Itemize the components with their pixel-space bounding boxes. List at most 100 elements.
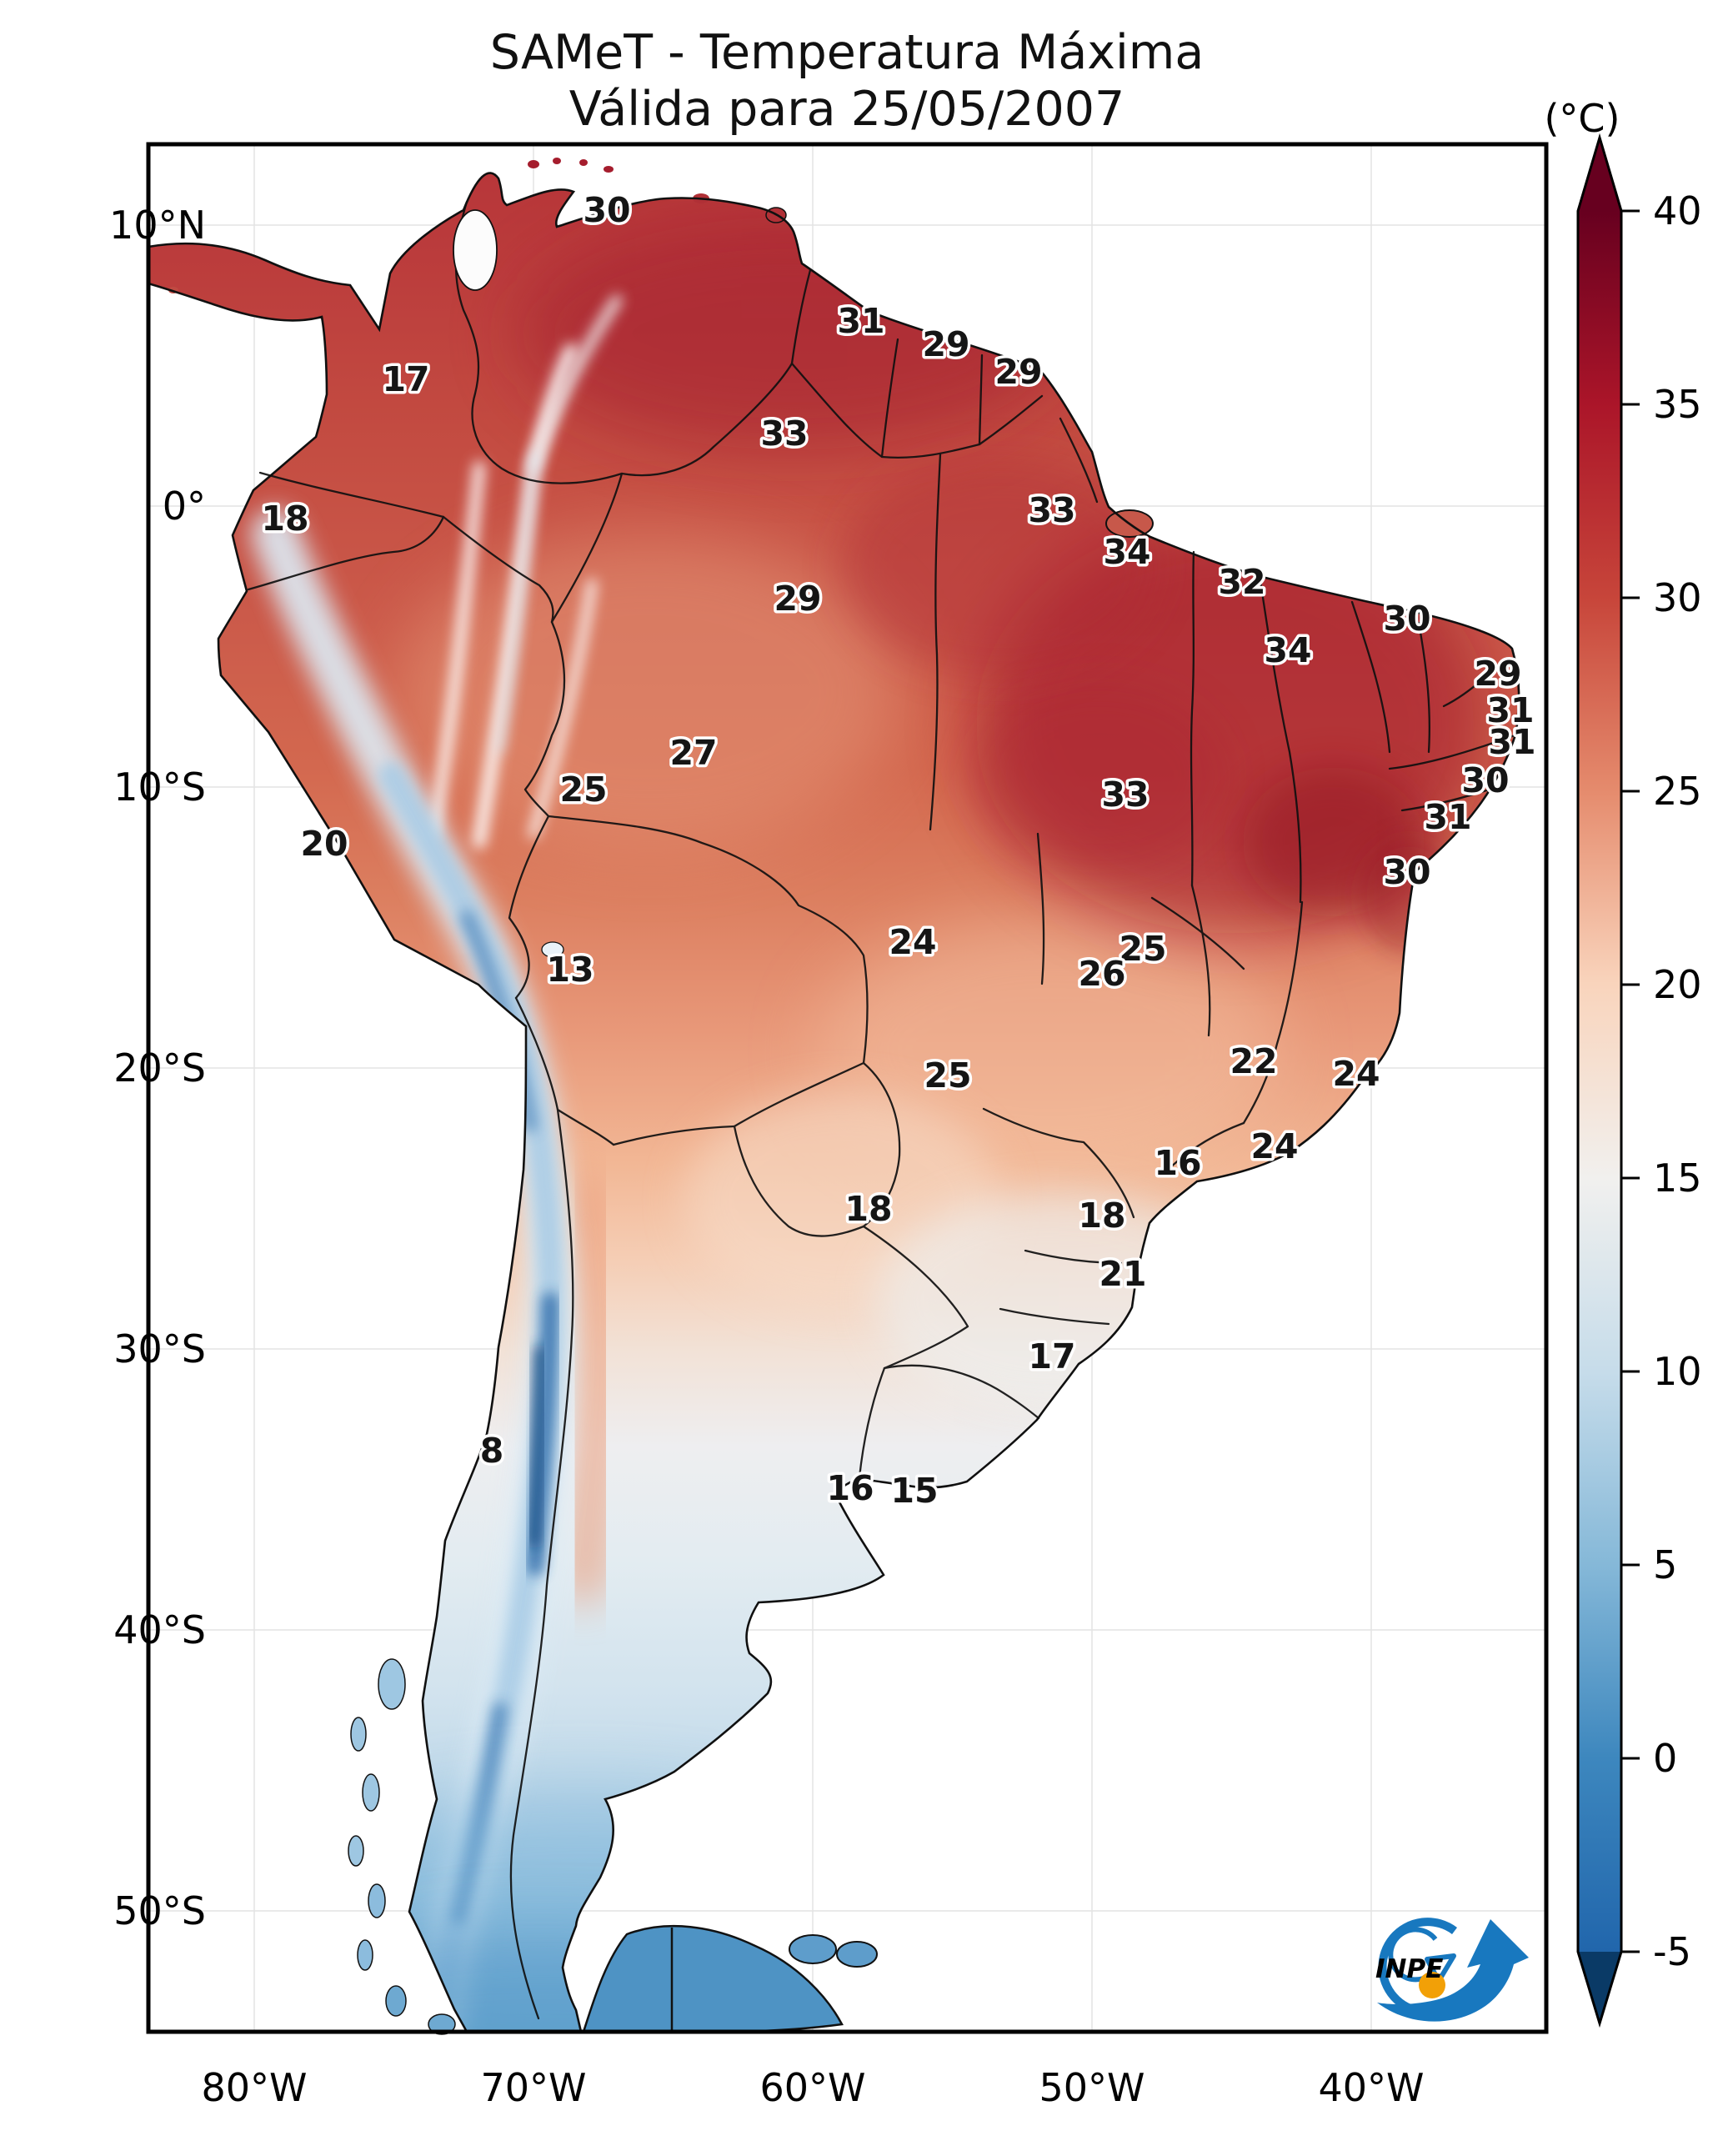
state-border-bahia-tocantins: [1190, 884, 1211, 1037]
temperature-label: 18: [1078, 1196, 1125, 1236]
tierra-del-fuego: [582, 1924, 844, 2033]
temperature-label: 15: [890, 1471, 938, 1511]
temperature-labels: 30 31 29 29 17 33 18 33 34 32 30 34 29 2…: [258, 188, 1539, 1514]
state-border-goias: [1150, 896, 1245, 970]
border-peru-brazil: [523, 620, 566, 818]
latitude-tick-label: 30°S: [113, 1326, 206, 1371]
longitude-axis: 80°W 70°W 60°W 50°W 40°W: [201, 2065, 1424, 2110]
fjord-island: [350, 1717, 367, 1752]
colorbar-tick-label: 15: [1653, 1156, 1702, 1201]
temperature-label: 33: [1028, 490, 1075, 530]
map-frame: [146, 142, 1549, 2034]
merida-andes-band: [528, 294, 623, 473]
colorbar-tick-label: 0: [1653, 1736, 1677, 1781]
colorbar-tick-label: 40: [1653, 188, 1702, 233]
longitude-tick-label: 40°W: [1318, 2065, 1424, 2110]
chiloe-island: [378, 1658, 406, 1710]
border-colombia-venezuela: [454, 200, 624, 484]
temperature-label: 17: [382, 359, 429, 399]
state-border-minas-saopaulo: [1163, 1121, 1245, 1175]
hot-tocantins: [975, 684, 1225, 867]
state-border-matogrosso: [1036, 832, 1045, 985]
temperature-label: 30: [583, 190, 630, 230]
temperature-label: 25: [559, 770, 607, 810]
fjord-island: [385, 1985, 407, 2017]
caribbean-island-speck: [579, 159, 588, 166]
figure-title-line2: Válida para 25/05/2007: [569, 82, 1125, 137]
border-bolivia-argentina: [612, 1125, 736, 1146]
temperature-label: 31: [1488, 722, 1535, 762]
state-border-maranhao-piaui: [1259, 579, 1302, 904]
border-paraguay-brazil: [862, 1061, 901, 1228]
colorbar-gradient-bar: [1578, 138, 1621, 1952]
temperature-label: 16: [1154, 1143, 1201, 1183]
temperature-label: 29: [774, 579, 821, 619]
fjord-island: [357, 1939, 373, 1971]
state-border-ceara-paraiba: [1417, 621, 1430, 754]
caribbean-island-speck: [604, 166, 614, 173]
border-bolivia-brazil: [547, 815, 869, 1065]
temperature-label: 30: [1383, 599, 1430, 639]
latitude-tick-label: 0°: [163, 484, 206, 529]
temperature-label: 22: [1230, 1041, 1277, 1081]
border-chile-argentina: [509, 1108, 574, 2020]
border-paraguay-argentina: [733, 1125, 865, 1237]
temperature-label: 30: [1461, 760, 1509, 800]
temperature-label: 24: [1332, 1054, 1380, 1094]
andes-coldest-core: [528, 1345, 546, 1548]
border-peru-bolivia: [508, 815, 550, 1000]
temperature-label: 24: [889, 922, 936, 962]
fjord-island: [368, 1883, 386, 1918]
state-border-parana-sc: [1024, 1249, 1123, 1265]
temperature-label: 18: [261, 499, 308, 539]
temperature-label: 31: [1424, 797, 1471, 837]
colorbar-tick-label: 5: [1653, 1542, 1677, 1587]
state-border-amazonas-para: [929, 453, 942, 831]
temperature-label: 34: [1103, 532, 1150, 572]
border-brazil-guianas: [790, 362, 1044, 459]
temperature-label: 33: [760, 414, 808, 454]
colorbar-tick-label: 10: [1653, 1349, 1702, 1394]
fjord-island: [362, 1773, 380, 1812]
latitude-tick-label: 10°N: [109, 203, 206, 248]
temperature-label: 25: [924, 1055, 971, 1096]
falkland-east-island: [836, 1941, 878, 1968]
temperature-label: 24: [1250, 1126, 1298, 1166]
colorbar: (°C) 40 35 30 25 20 15 10 5 0 -5: [1544, 96, 1702, 2028]
border-venezuela-brazil: [620, 362, 794, 477]
state-border-riograndedonorte: [1442, 667, 1495, 708]
border-colombia-ecuador: [258, 471, 445, 519]
inpe-orange-dot: [1419, 1972, 1445, 1998]
state-border-pernambuco: [1388, 734, 1516, 770]
temperature-label: 29: [1474, 654, 1521, 694]
border-uruguay-argentina: [858, 1366, 886, 1479]
lake-maracaibo: [453, 209, 498, 291]
temperature-label: 21: [1099, 1254, 1146, 1294]
latitude-tick-label: 40°S: [113, 1607, 206, 1652]
state-border-amapa-para: [1059, 417, 1099, 504]
temperature-label: 25: [1119, 929, 1166, 969]
latitude-tick-label: 50°S: [113, 1888, 206, 1933]
fjord-island: [428, 2013, 456, 2035]
cordillera-occidental-band: [428, 461, 485, 840]
colorbar-tick-label: 25: [1653, 769, 1702, 814]
border-colombia-peru: [442, 515, 554, 624]
temperature-label: 29: [994, 352, 1042, 392]
inpe-logo: INPE: [1375, 1918, 1529, 2022]
border-ecuador-peru: [247, 515, 445, 591]
falkland-west-island: [789, 1934, 837, 1964]
longitude-tick-label: 60°W: [759, 2065, 865, 2110]
border-bolivia-paraguay: [733, 1061, 865, 1128]
lake-titicaca: [541, 941, 564, 958]
magdalena-valley-band: [497, 451, 538, 754]
temperature-label: 20: [300, 824, 348, 864]
border-guyana-suriname: [880, 338, 899, 459]
colorbar-tick-label: 20: [1653, 962, 1702, 1007]
caribbean-island-speck: [528, 160, 539, 168]
colorbar-under-triangle: [1578, 1952, 1621, 2023]
country-borders: [247, 200, 1516, 2020]
colorbar-tick-labels: 40 35 30 25 20 15 10 5 0 -5: [1653, 188, 1702, 1974]
islands: [168, 158, 1154, 2035]
